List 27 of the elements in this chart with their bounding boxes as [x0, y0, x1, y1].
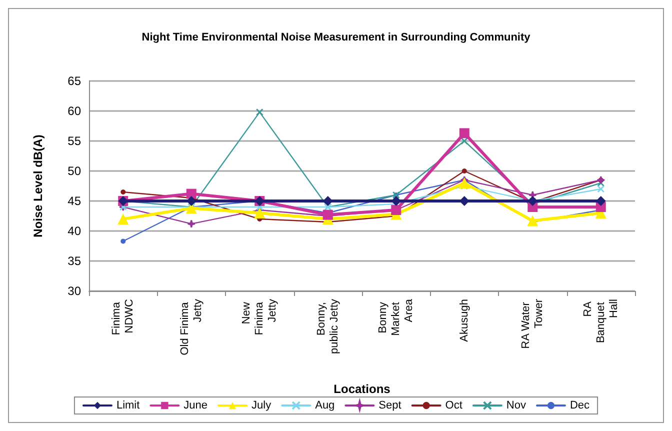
legend-label: June [184, 400, 208, 412]
legend-label: Oct [445, 400, 462, 412]
x-axis-title: Locations [334, 382, 391, 396]
legend-label: Dec [570, 400, 590, 412]
y-tick-label: 35 [68, 254, 82, 268]
y-tick-label: 65 [68, 74, 82, 88]
chart-title: Night Time Environmental Noise Measurement in Surrounding Community [142, 32, 532, 44]
x-tick-label: Old Finima Jetty [178, 298, 204, 356]
legend-label: Sept [378, 400, 402, 412]
legend-label: Aug [315, 400, 335, 412]
y-tick-label: 45 [68, 194, 82, 208]
y-tick-label: 50 [68, 164, 82, 178]
y-tick-label: 40 [68, 224, 82, 238]
legend-label: Nov [506, 400, 526, 412]
x-tick-label: Bonny, public Jetty [315, 298, 340, 354]
x-tick-label: RA Banquet Hall [582, 299, 620, 344]
y-tick-label: 60 [68, 104, 82, 118]
y-axis-title: Noise Level dB(A) [31, 134, 45, 238]
legend-label: July [252, 400, 272, 412]
y-tick-label: 30 [68, 284, 82, 298]
y-tick-label: 55 [68, 134, 82, 148]
x-tick-label: Finima NDWC [110, 298, 136, 336]
x-tick-label: New Finima Jetty [240, 298, 279, 336]
x-tick-label: Bonny Market Area [377, 298, 416, 336]
legend-label: Limit [116, 400, 140, 412]
x-tick-label: RA Water Tower [520, 298, 546, 349]
x-tick-label: Akusugh [458, 299, 470, 342]
